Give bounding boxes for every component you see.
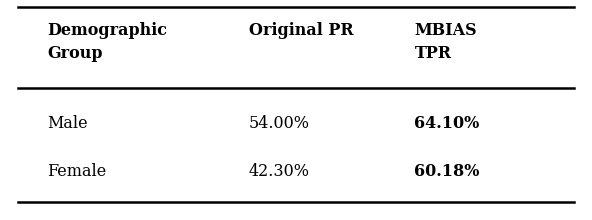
- Text: Female: Female: [47, 163, 107, 180]
- Text: MBIAS
TPR: MBIAS TPR: [414, 22, 477, 62]
- Text: 60.18%: 60.18%: [414, 163, 480, 180]
- Text: 64.10%: 64.10%: [414, 115, 480, 132]
- Text: 42.30%: 42.30%: [249, 163, 310, 180]
- Text: Demographic
Group: Demographic Group: [47, 22, 168, 62]
- Text: 54.00%: 54.00%: [249, 115, 310, 132]
- Text: Male: Male: [47, 115, 88, 132]
- Text: Original PR: Original PR: [249, 22, 353, 39]
